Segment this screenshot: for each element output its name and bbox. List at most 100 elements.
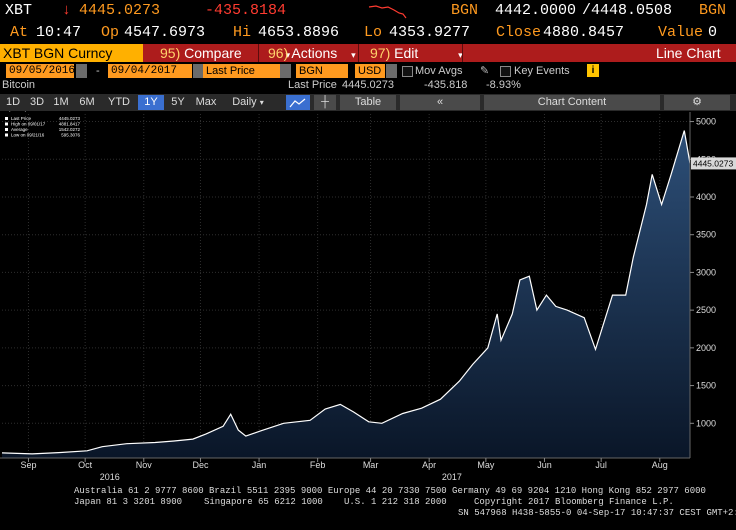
open-label: Op bbox=[101, 24, 120, 41]
legend-value: 1542.0272 bbox=[59, 127, 81, 132]
chevron-down-icon: ▾ bbox=[259, 98, 264, 107]
command-bar: XBT BGN Curncy 95) Compare ▾ 96) Actions… bbox=[0, 44, 736, 62]
footer-phones-2a: Japan 81 3 3201 8900 bbox=[74, 497, 183, 507]
at-label: At bbox=[10, 24, 29, 41]
security-field[interactable]: XBT BGN Curncy bbox=[0, 44, 143, 62]
footer-phones-1: Australia 61 2 9777 8600 Brazil 5511 239… bbox=[74, 486, 706, 496]
chevron-down-icon: ▾ bbox=[351, 50, 356, 60]
chevron-down-icon: ▾ bbox=[458, 50, 463, 60]
collapse-button[interactable]: « bbox=[400, 95, 480, 110]
dropdown-icon[interactable] bbox=[280, 64, 291, 78]
calendar-icon[interactable] bbox=[76, 64, 87, 78]
currency-field[interactable]: USD bbox=[355, 64, 385, 78]
x-tick-label: Jul bbox=[595, 460, 607, 470]
double-chevron-left-icon: « bbox=[436, 96, 444, 108]
info-row: Bitcoin Last Price 4445.0273 -435.818 -8… bbox=[0, 79, 736, 93]
edit-button[interactable]: 97) Edit ▾ bbox=[370, 44, 463, 62]
period-tab-max[interactable]: Max bbox=[195, 96, 217, 108]
key-events-checkbox[interactable] bbox=[500, 66, 511, 77]
period-tabs-row: 1D 3D 1M 6M YTD 1Y 5Y Max Daily ▾ ┼ Table « Cha… bbox=[0, 94, 736, 111]
ticker: XBT bbox=[5, 2, 33, 19]
footer-copyright: Copyright 2017 Bloomberg Finance L.P. bbox=[474, 497, 674, 507]
last-price-tag-box bbox=[691, 157, 736, 170]
change-info: -435.818 bbox=[424, 79, 468, 91]
sparkline-icon bbox=[368, 5, 407, 19]
bid-price: 4442.0000 bbox=[495, 2, 577, 19]
y-tick-label: 5000 bbox=[696, 117, 716, 127]
period-tab-1d[interactable]: 1D bbox=[5, 96, 21, 108]
x-tick-label: Dec bbox=[192, 460, 209, 470]
high-value: 4653.8896 bbox=[258, 24, 340, 41]
year-label: 2017 bbox=[442, 472, 462, 482]
x-tick-label: Apr bbox=[422, 460, 436, 470]
price-area bbox=[2, 130, 690, 458]
period-tab-ytd[interactable]: YTD bbox=[108, 96, 130, 108]
period-tab-6m[interactable]: 6M bbox=[79, 96, 95, 108]
y-tick-label: 1500 bbox=[696, 381, 716, 391]
compare-number: 95) bbox=[160, 45, 181, 61]
close-value: 4880.8457 bbox=[543, 24, 625, 41]
last-price-tag: 4445.0273 bbox=[691, 157, 736, 170]
calendar-icon[interactable] bbox=[193, 64, 204, 78]
actions-button[interactable]: 96) Actions ▾ bbox=[268, 44, 356, 62]
start-date-field[interactable]: 09/05/2016 bbox=[6, 64, 75, 78]
end-date-field[interactable]: 09/04/2017 bbox=[108, 64, 192, 78]
x-axis: Sep Oct Nov Dec Jan Feb Mar Apr May Jun Jul Aug 2016… bbox=[0, 457, 690, 482]
ask-price: /4448.0508 bbox=[582, 2, 673, 19]
compare-label: Compare bbox=[184, 45, 242, 61]
y-tick-label: 1000 bbox=[696, 418, 716, 428]
legend-swatch bbox=[5, 117, 8, 120]
period-tab-1y[interactable]: 1Y bbox=[138, 95, 164, 110]
field-select[interactable]: Last Price bbox=[203, 64, 289, 78]
legend-swatch bbox=[5, 128, 8, 131]
divider bbox=[462, 44, 463, 62]
period-tab-3d[interactable]: 3D bbox=[29, 96, 45, 108]
dropdown-icon[interactable] bbox=[386, 64, 397, 78]
compare-button[interactable]: 95) Compare ▾ bbox=[160, 44, 290, 62]
legend-label: Low on 09/21/16 bbox=[11, 133, 45, 138]
line-style-button[interactable] bbox=[286, 95, 310, 110]
low-label: Lo bbox=[364, 24, 383, 41]
x-tick-label: Mar bbox=[363, 460, 379, 470]
price-line bbox=[1, 130, 691, 455]
view-label: Line Chart bbox=[656, 45, 721, 61]
params-row: 09/05/2016 - 09/04/2017 Last Price BGN U… bbox=[0, 63, 736, 79]
pencil-icon[interactable]: ✎ bbox=[480, 65, 490, 77]
date-dash: - bbox=[96, 65, 100, 77]
key-events-label: Key Events bbox=[514, 65, 570, 77]
period-tab-1m[interactable]: 1M bbox=[53, 96, 69, 108]
x-tick-label: Aug bbox=[652, 460, 668, 470]
x-tick-label: Nov bbox=[136, 460, 153, 470]
x-tick-label: Sep bbox=[20, 460, 36, 470]
legend-label: High on 09/01/17 bbox=[11, 122, 46, 127]
security-name: Bitcoin bbox=[2, 79, 36, 91]
x-tick-label: May bbox=[477, 460, 495, 470]
high-label: Hi bbox=[233, 24, 252, 41]
change-pct-info: -8.93% bbox=[486, 79, 521, 91]
frequency-select[interactable]: Daily ▾ bbox=[224, 95, 272, 110]
source-field[interactable]: BGN bbox=[296, 64, 348, 78]
price-chart: Last Price 4445.0273 High on 09/01/17 4881.… bbox=[0, 112, 736, 484]
x-tick-label: Jan bbox=[252, 460, 267, 470]
table-button[interactable]: Table bbox=[340, 95, 396, 110]
y-tick-label: 3500 bbox=[696, 230, 716, 240]
legend-label: Last Price bbox=[11, 116, 32, 121]
net-change: -435.8184 bbox=[205, 2, 287, 19]
y-tick-label: 2000 bbox=[696, 343, 716, 353]
chart-content-button[interactable]: Chart Content bbox=[484, 95, 660, 110]
last-price-info: 4445.0273 bbox=[342, 79, 394, 91]
x-tick-label: Oct bbox=[78, 460, 93, 470]
settings-button[interactable]: ⚙ bbox=[664, 95, 730, 110]
crosshair-button[interactable]: ┼ bbox=[314, 95, 336, 110]
quote-source: BGN bbox=[451, 2, 479, 19]
period-tab-5y[interactable]: 5Y bbox=[171, 96, 185, 108]
footer-phones-2c: U.S. 1 212 318 2000 bbox=[344, 497, 447, 507]
info-icon[interactable]: i bbox=[587, 64, 599, 77]
at-time: 10:47 bbox=[36, 24, 82, 41]
close-label: Close bbox=[496, 24, 542, 41]
last-price-label: Last Price bbox=[288, 79, 337, 91]
table-label: Table bbox=[354, 96, 382, 108]
frequency-label: Daily bbox=[232, 96, 257, 108]
mov-avgs-checkbox[interactable] bbox=[402, 66, 413, 77]
divider bbox=[358, 44, 359, 62]
